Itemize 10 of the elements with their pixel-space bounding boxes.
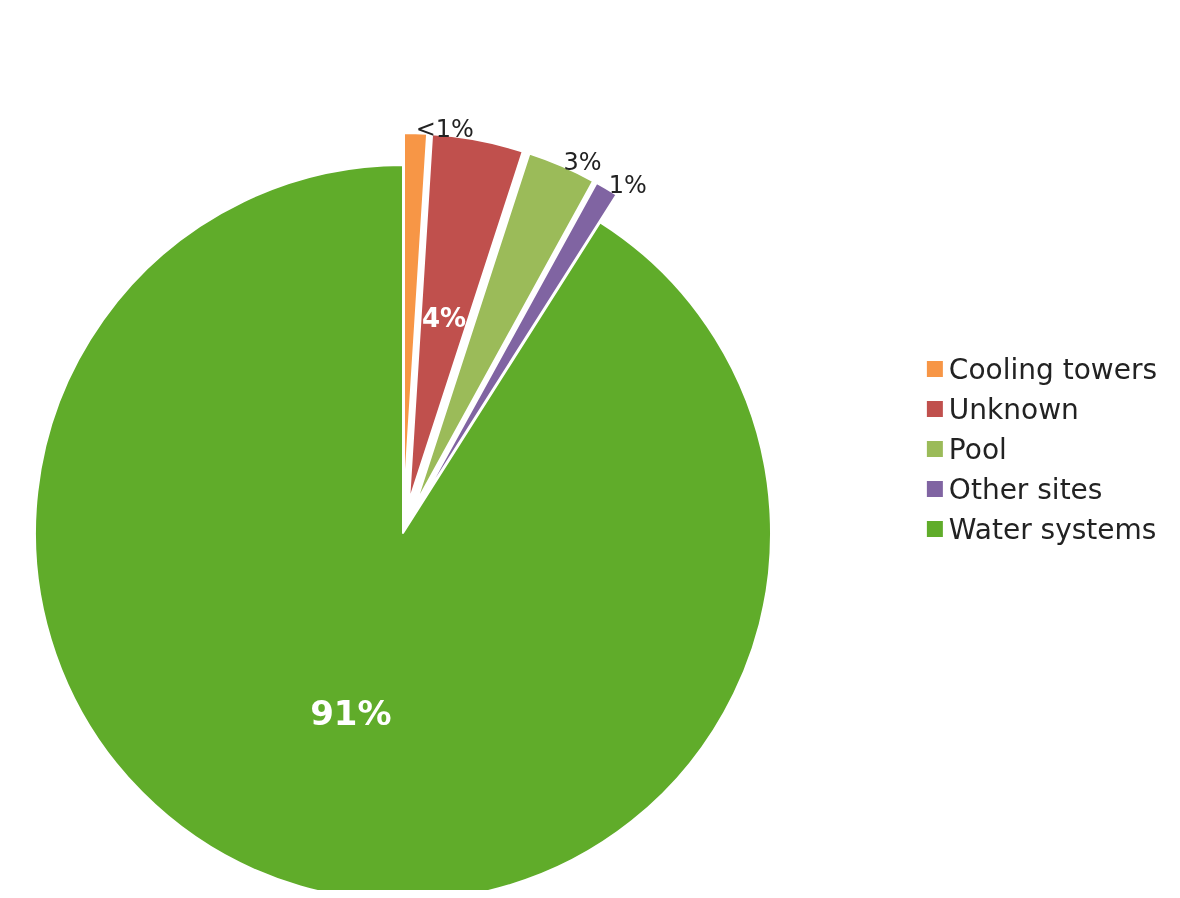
data-label: 91% [310,692,392,733]
data-label: 1% [608,171,647,200]
data-label: <1% [415,115,474,144]
legend-label: Water systems [948,512,1157,546]
legend-label: Cooling towers [948,352,1158,386]
legend-label: Other sites [948,472,1103,506]
legend-label: Unknown [948,392,1079,426]
data-label: 3% [563,148,602,177]
legend-label: Pool [948,432,1007,466]
data-label: 4% [421,302,467,333]
